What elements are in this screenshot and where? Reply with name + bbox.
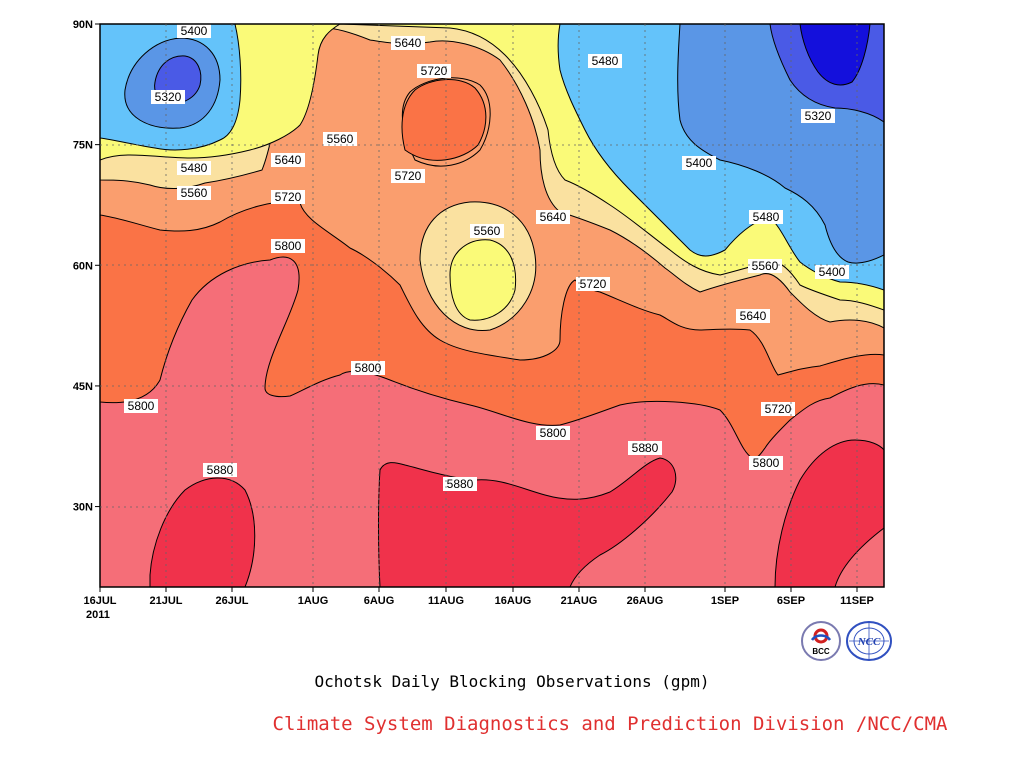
contour-label: 5400 bbox=[815, 265, 849, 279]
contour-label-text: 5720 bbox=[421, 64, 448, 78]
contour-label: 5800 bbox=[124, 399, 158, 413]
contour-label: 5560 bbox=[470, 224, 504, 238]
contour-label: 5640 bbox=[271, 153, 305, 167]
x-tick-label: 6AUG bbox=[364, 595, 395, 607]
contour-label-text: 5800 bbox=[355, 361, 382, 375]
contour-label-text: 5880 bbox=[632, 441, 659, 455]
contour-label: 5720 bbox=[271, 190, 305, 204]
x-tick-label: 21AUG bbox=[561, 595, 598, 607]
contour-label-text: 5720 bbox=[765, 402, 792, 416]
contour-label-text: 5640 bbox=[395, 36, 422, 50]
contour-label: 5560 bbox=[177, 186, 211, 200]
y-tick-label: 30N bbox=[73, 502, 93, 514]
svg-text:BCC: BCC bbox=[812, 647, 830, 656]
contour-labels: 5400 5320 5480 5560 5640 5720 5800 5640 5560 5720… bbox=[124, 24, 849, 491]
contour-label: 5640 bbox=[736, 309, 770, 323]
contour-label-text: 5720 bbox=[395, 169, 422, 183]
contour-label: 5400 bbox=[682, 156, 716, 170]
contour-label: 5720 bbox=[417, 64, 451, 78]
high-5880-a bbox=[149, 477, 256, 587]
contour-label-text: 5800 bbox=[540, 426, 567, 440]
contour-label: 5400 bbox=[177, 24, 211, 38]
y-tick-label: 90N bbox=[73, 19, 93, 31]
contour-label: 5800 bbox=[749, 456, 783, 470]
contour-label-text: 5720 bbox=[580, 277, 607, 291]
contour-label: 5560 bbox=[323, 132, 357, 146]
y-axis: 30N 45N 60N 75N 90N bbox=[73, 19, 100, 514]
band-5480-inner bbox=[449, 239, 517, 321]
contour-label-text: 5560 bbox=[327, 132, 354, 146]
ncc-logo: NCC bbox=[846, 621, 892, 661]
chart-subtitle: Ochotsk Daily Blocking Observations (gpm… bbox=[314, 672, 710, 691]
svg-text:NCC: NCC bbox=[857, 636, 881, 648]
band-5160 bbox=[799, 24, 871, 86]
contour-label-text: 5640 bbox=[275, 153, 302, 167]
x-tick-label: 6SEP bbox=[777, 595, 805, 607]
plot-frame bbox=[99, 23, 885, 588]
contour-label: 5480 bbox=[749, 210, 783, 224]
contour-label: 5800 bbox=[351, 361, 385, 375]
contour-label-text: 5640 bbox=[740, 309, 767, 323]
contour-label: 5640 bbox=[536, 210, 570, 224]
contour-label: 5800 bbox=[271, 239, 305, 253]
contour-label-text: 5480 bbox=[592, 54, 619, 68]
bcc-logo: BCC bbox=[801, 621, 841, 661]
contour-label-text: 5640 bbox=[540, 210, 567, 224]
contour-label-text: 5400 bbox=[181, 24, 208, 38]
x-tick-label: 11AUG bbox=[428, 595, 464, 607]
gridlines bbox=[100, 24, 884, 587]
contour-label-text: 5880 bbox=[207, 463, 234, 477]
contour-label: 5320 bbox=[151, 90, 185, 104]
x-tick-label: 1SEP bbox=[711, 595, 739, 607]
x-tick-label: 26JUL bbox=[215, 595, 248, 607]
y-tick-label: 45N bbox=[73, 381, 93, 393]
contour-label: 5880 bbox=[443, 477, 477, 491]
contour-label-text: 5800 bbox=[128, 399, 155, 413]
band-5800-inner bbox=[401, 79, 487, 161]
contour-label-text: 5400 bbox=[819, 265, 846, 279]
x-tick-label: 16JUL bbox=[83, 595, 116, 607]
contour-label-text: 5320 bbox=[805, 109, 832, 123]
x-year-label: 2011 bbox=[86, 609, 110, 621]
contour-label-text: 5800 bbox=[753, 456, 780, 470]
contour-label-text: 5720 bbox=[275, 190, 302, 204]
contour-label: 5480 bbox=[588, 54, 622, 68]
high-5880-c bbox=[774, 439, 884, 587]
contour-label: 5720 bbox=[391, 169, 425, 183]
contour-label: 5720 bbox=[576, 277, 610, 291]
contour-label: 5880 bbox=[203, 463, 237, 477]
contour-label-text: 5560 bbox=[181, 186, 208, 200]
x-tick-label: 16AUG bbox=[495, 595, 532, 607]
x-tick-label: 21JUL bbox=[149, 595, 182, 607]
contour-label-text: 5400 bbox=[686, 156, 713, 170]
contour-label-text: 5480 bbox=[753, 210, 780, 224]
contour-label: 5320 bbox=[801, 109, 835, 123]
contour-label-text: 5480 bbox=[181, 161, 208, 175]
x-tick-label: 1AUG bbox=[298, 595, 329, 607]
x-tick-label: 11SEP bbox=[840, 595, 874, 607]
x-tick-label: 26AUG bbox=[627, 595, 664, 607]
contour-label: 5880 bbox=[628, 441, 662, 455]
y-tick-label: 60N bbox=[73, 260, 93, 272]
credit-text: Climate System Diagnostics and Predictio… bbox=[272, 713, 948, 735]
contour-label: 5640 bbox=[391, 36, 425, 50]
contour-label: 5560 bbox=[748, 259, 782, 273]
contour-label: 5480 bbox=[177, 161, 211, 175]
contour-label-text: 5560 bbox=[752, 259, 779, 273]
contour-label-text: 5320 bbox=[155, 90, 182, 104]
x-axis: 16JUL 21JUL 26JUL 1AUG 6AUG 11AUG 16AUG 21AUG 26… bbox=[83, 587, 874, 607]
y-tick-label: 75N bbox=[73, 140, 93, 152]
contour-label-text: 5560 bbox=[474, 224, 501, 238]
contour-label: 5800 bbox=[536, 426, 570, 440]
contour-label: 5720 bbox=[761, 402, 795, 416]
contour-label-text: 5800 bbox=[275, 239, 302, 253]
contour-label-text: 5880 bbox=[447, 477, 474, 491]
